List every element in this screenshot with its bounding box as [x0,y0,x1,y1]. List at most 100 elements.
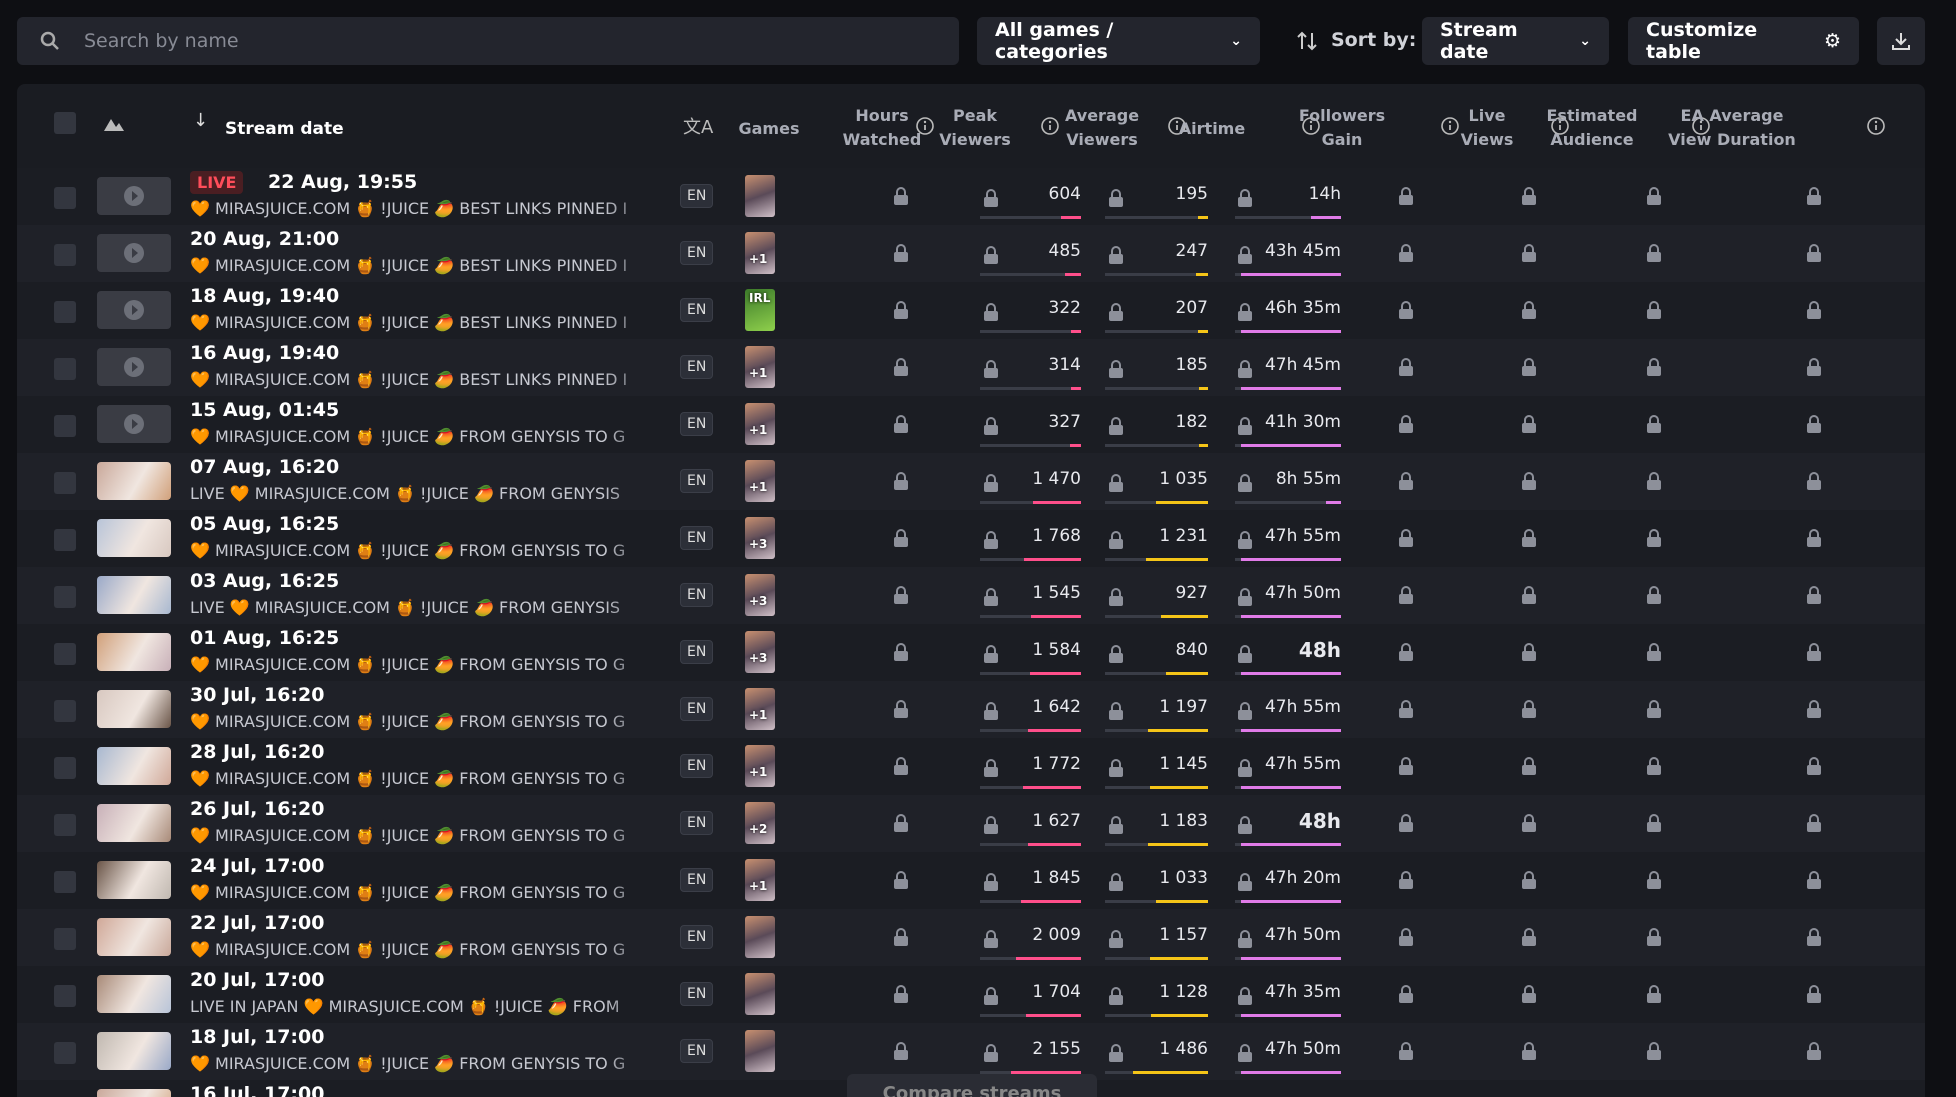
lock [1646,529,1662,547]
row-checkbox[interactable] [54,700,76,722]
game-cover [745,1030,775,1072]
compare-button[interactable]: Compare streams [847,1074,1097,1097]
lock [1108,189,1124,207]
sort-select[interactable]: Stream date ⌄ [1422,17,1609,65]
row-checkbox[interactable] [54,643,76,665]
thumbnail [97,1089,171,1097]
customize-button[interactable]: Customize table ⚙ [1628,17,1859,65]
lock [1521,301,1537,319]
lock [1806,1042,1822,1060]
column-header[interactable]: Airtime [1178,119,1246,138]
row-checkbox[interactable] [54,415,76,437]
games-filter[interactable]: All games / categories ⌄ [977,17,1260,65]
column-header[interactable]: Average Viewers [1064,106,1140,149]
table-row[interactable]: LIVE 22 Aug, 19:55 🧡 MIRASJUICE.COM 🍯 !JUI… [17,168,1925,225]
airtime-bar [1241,900,1341,903]
stream-title: 🧡 MIRASJUICE.COM 🍯 !JUICE 🥭 FROM GENYSIS… [190,883,626,902]
row-checkbox[interactable] [54,757,76,779]
table-row[interactable]: 24 Jul, 17:00 🧡 MIRASJUICE.COM 🍯 !JUICE 🥭… [17,852,1925,909]
lock-icon [1238,360,1252,378]
info [915,116,935,140]
table-row[interactable]: 20 Jul, 17:00 LIVE IN JAPAN 🧡 MIRASJUICE.… [17,966,1925,1023]
table-row[interactable]: 18 Jul, 17:00 🧡 MIRASJUICE.COM 🍯 !JUICE 🥭… [17,1023,1925,1080]
row-checkbox[interactable] [54,358,76,380]
lock [893,643,909,661]
table-row[interactable]: 18 Aug, 19:40 🧡 MIRASJUICE.COM 🍯 !JUICE 🥭… [17,282,1925,339]
column-header[interactable]: Estimated Audience [1546,106,1638,149]
select-all-checkbox[interactable] [54,112,76,134]
row-checkbox[interactable] [54,244,76,266]
search-box[interactable]: Search by name [17,17,959,65]
download-button[interactable] [1877,17,1925,65]
column-header[interactable]: Stream date [225,119,344,139]
play-icon [124,414,144,434]
airtime-bar-track [1235,444,1341,447]
table-row[interactable]: 07 Aug, 16:20 LIVE 🧡 MIRASJUICE.COM 🍯 !JU… [17,453,1925,510]
thumbnail-placeholder [97,177,171,215]
table-row[interactable]: 16 Aug, 19:40 🧡 MIRASJUICE.COM 🍯 !JUICE 🥭… [17,339,1925,396]
thumbnail [97,462,171,500]
language-badge: EN [680,355,714,379]
table-row[interactable]: 20 Aug, 21:00 🧡 MIRASJUICE.COM 🍯 !JUICE 🥭… [17,225,1925,282]
table-row[interactable]: 05 Aug, 16:25 🧡 MIRASJUICE.COM 🍯 !JUICE 🥭… [17,510,1925,567]
lock-icon [1238,588,1252,606]
lock [893,814,909,832]
lock [1646,985,1662,1003]
peak-bar-track [980,786,1081,789]
table-row[interactable]: 26 Jul, 16:20 🧡 MIRASJUICE.COM 🍯 !JUICE 🥭… [17,795,1925,852]
lock-icon [1647,928,1661,946]
row-checkbox[interactable] [54,871,76,893]
row-checkbox[interactable] [54,985,76,1007]
table-row[interactable]: 15 Aug, 01:45 🧡 MIRASJUICE.COM 🍯 !JUICE 🥭… [17,396,1925,453]
lock-icon [1109,702,1123,720]
row-checkbox[interactable] [54,1042,76,1064]
airtime-bar-track [1235,900,1341,903]
play-icon [124,186,144,206]
lock [893,928,909,946]
row-checkbox[interactable] [54,187,76,209]
lock-icon [984,360,998,378]
column-header[interactable]: Hours Watched [842,106,922,149]
table-row[interactable]: 03 Aug, 16:25 LIVE 🧡 MIRASJUICE.COM 🍯 !JU… [17,567,1925,624]
lock-icon [1807,301,1821,319]
language-badge: EN [680,982,714,1006]
gear-icon: ⚙ [1823,30,1841,52]
lock [1806,985,1822,1003]
info [1550,116,1570,140]
row-checkbox[interactable] [54,928,76,950]
row-checkbox[interactable] [54,529,76,551]
lock-icon [894,415,908,433]
language-badge: EN [680,697,714,721]
average-bar-track [1105,957,1208,960]
lock-icon [894,814,908,832]
lock [1806,415,1822,433]
column-header[interactable]: Games [738,119,800,138]
lock [1108,474,1124,492]
column-header[interactable]: Live Views [1460,106,1514,149]
column-header[interactable]: Followers Gain [1298,106,1386,149]
column-header[interactable]: Peak Viewers [939,106,1011,149]
row-checkbox[interactable] [54,814,76,836]
game-badge: +1 [749,765,768,779]
lock [1646,643,1662,661]
row-checkbox[interactable] [54,586,76,608]
airtime: 47h 55m [1264,754,1341,774]
lock-icon [1109,873,1123,891]
row-checkbox[interactable] [54,472,76,494]
peak-bar [1033,501,1081,504]
table-row[interactable]: 28 Jul, 16:20 🧡 MIRASJUICE.COM 🍯 !JUICE 🥭… [17,738,1925,795]
stream-date: 22 Jul, 17:00 [190,912,325,934]
airtime-bar-track [1235,330,1341,333]
stream-date: 20 Aug, 21:00 [190,228,340,250]
lock-icon [984,930,998,948]
average-bar-track [1105,273,1208,276]
thumbnail [97,804,171,842]
column-header[interactable]: EA Average View Duration [1668,106,1796,149]
table-row[interactable]: 30 Jul, 16:20 🧡 MIRASJUICE.COM 🍯 !JUICE 🥭… [17,681,1925,738]
lock [1108,702,1124,720]
lock-icon [1109,303,1123,321]
row-checkbox[interactable] [54,301,76,323]
table-row[interactable]: 01 Aug, 16:25 🧡 MIRASJUICE.COM 🍯 !JUICE 🥭… [17,624,1925,681]
airtime: 47h 50m [1264,1039,1341,1059]
table-row[interactable]: 22 Jul, 17:00 🧡 MIRASJUICE.COM 🍯 !JUICE 🥭… [17,909,1925,966]
